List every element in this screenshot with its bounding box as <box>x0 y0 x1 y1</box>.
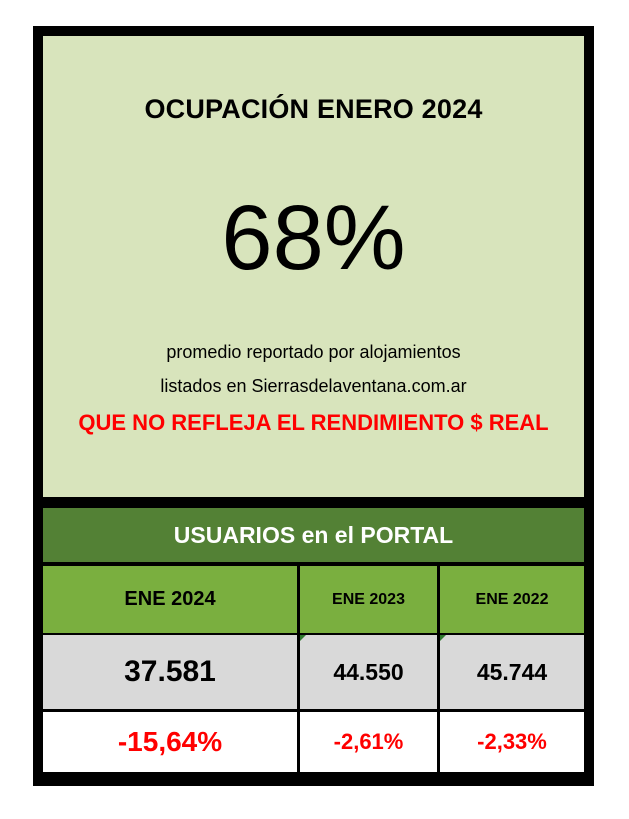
occupancy-note-line2: listados en Sierrasdelaventana.com.ar <box>160 376 467 396</box>
occupancy-panel: OCUPACIÓN ENERO 2024 68% promedio report… <box>43 36 584 497</box>
users-value-text: 44.550 <box>333 659 404 685</box>
occupancy-title: OCUPACIÓN ENERO 2024 <box>144 94 483 124</box>
occupancy-warning: QUE NO REFLEJA EL RENDIMIENTO $ REAL <box>78 410 549 435</box>
occupancy-note-line1: promedio reportado por alojamientos <box>166 342 461 362</box>
column-header-ene-2022: ENE 2022 <box>440 566 584 633</box>
report-card: OCUPACIÓN ENERO 2024 68% promedio report… <box>33 26 594 786</box>
users-header: USUARIOS en el PORTAL <box>43 508 584 562</box>
users-value-ene-2023: 44.550 <box>300 635 437 709</box>
users-value-ene-2024: 37.581 <box>43 635 297 709</box>
users-value-ene-2022: 45.744 <box>440 635 584 709</box>
users-value-text: 45.744 <box>476 659 548 685</box>
users-change-ene-2024: -15,64% <box>43 712 297 772</box>
column-header-ene-2024: ENE 2024 <box>43 566 297 633</box>
cell-comment-marker-icon <box>440 635 446 641</box>
users-value-text: 37.581 <box>124 655 216 688</box>
occupancy-value: 68% <box>221 187 406 289</box>
column-header-ene-2023: ENE 2023 <box>300 566 437 633</box>
users-change-ene-2023: -2,61% <box>300 712 437 772</box>
cell-comment-marker-icon <box>300 635 306 641</box>
users-change-ene-2022: -2,33% <box>440 712 584 772</box>
